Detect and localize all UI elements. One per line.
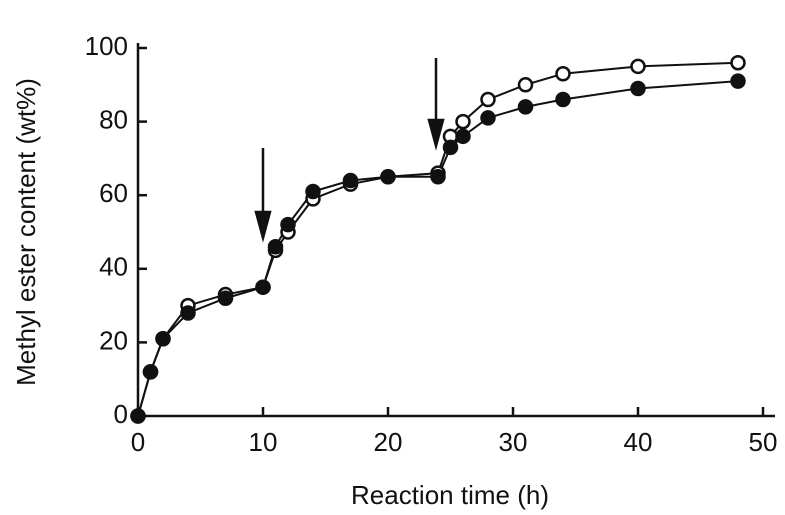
data-point xyxy=(480,91,496,108)
axes xyxy=(136,43,775,418)
data-point xyxy=(455,113,471,130)
x-tick-label: 30 xyxy=(499,427,528,457)
data-point xyxy=(480,110,496,126)
x-tick-label: 0 xyxy=(131,427,145,457)
data-point xyxy=(280,216,296,233)
x-tick-label: 40 xyxy=(624,427,653,457)
data-point xyxy=(517,99,534,115)
data-point xyxy=(630,80,646,97)
y-tick-label: 100 xyxy=(85,31,128,61)
data-point xyxy=(517,77,534,93)
y-axis-label: Methyl ester content (wt%) xyxy=(11,78,41,386)
y-tick-label: 0 xyxy=(114,399,128,429)
data-point xyxy=(730,54,746,71)
data-point xyxy=(430,169,446,185)
data-point xyxy=(555,91,571,108)
data-point xyxy=(305,183,321,200)
data-point xyxy=(630,58,646,75)
data-point xyxy=(180,305,196,321)
data-point xyxy=(380,169,396,185)
x-tick-label: 20 xyxy=(374,427,403,457)
data-point xyxy=(155,330,171,347)
data-point xyxy=(142,364,159,380)
x-axis-label: Reaction time (h) xyxy=(351,480,549,510)
x-tick-label: 50 xyxy=(749,427,778,457)
data-point xyxy=(130,408,146,424)
data-point xyxy=(730,73,746,89)
data-point xyxy=(255,279,271,295)
data-point xyxy=(342,172,359,189)
y-tick-label: 60 xyxy=(99,178,128,208)
data-point xyxy=(217,290,234,306)
data-point xyxy=(455,128,471,145)
data-point xyxy=(555,66,571,82)
arrows xyxy=(254,58,445,243)
data-point xyxy=(442,139,459,156)
data-point xyxy=(267,238,284,255)
y-tick-label: 80 xyxy=(99,104,128,134)
y-tick-label: 20 xyxy=(99,325,128,355)
y-tick-label: 40 xyxy=(99,252,128,282)
series-line xyxy=(137,61,739,417)
x-tick-label: 10 xyxy=(249,427,278,457)
